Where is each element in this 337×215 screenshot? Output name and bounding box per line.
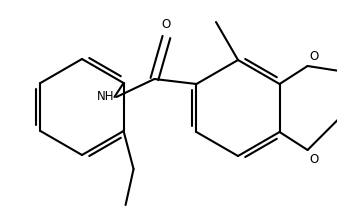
Text: O: O — [162, 18, 171, 31]
Text: O: O — [310, 153, 319, 166]
Text: NH: NH — [97, 91, 115, 103]
Text: O: O — [310, 50, 319, 63]
